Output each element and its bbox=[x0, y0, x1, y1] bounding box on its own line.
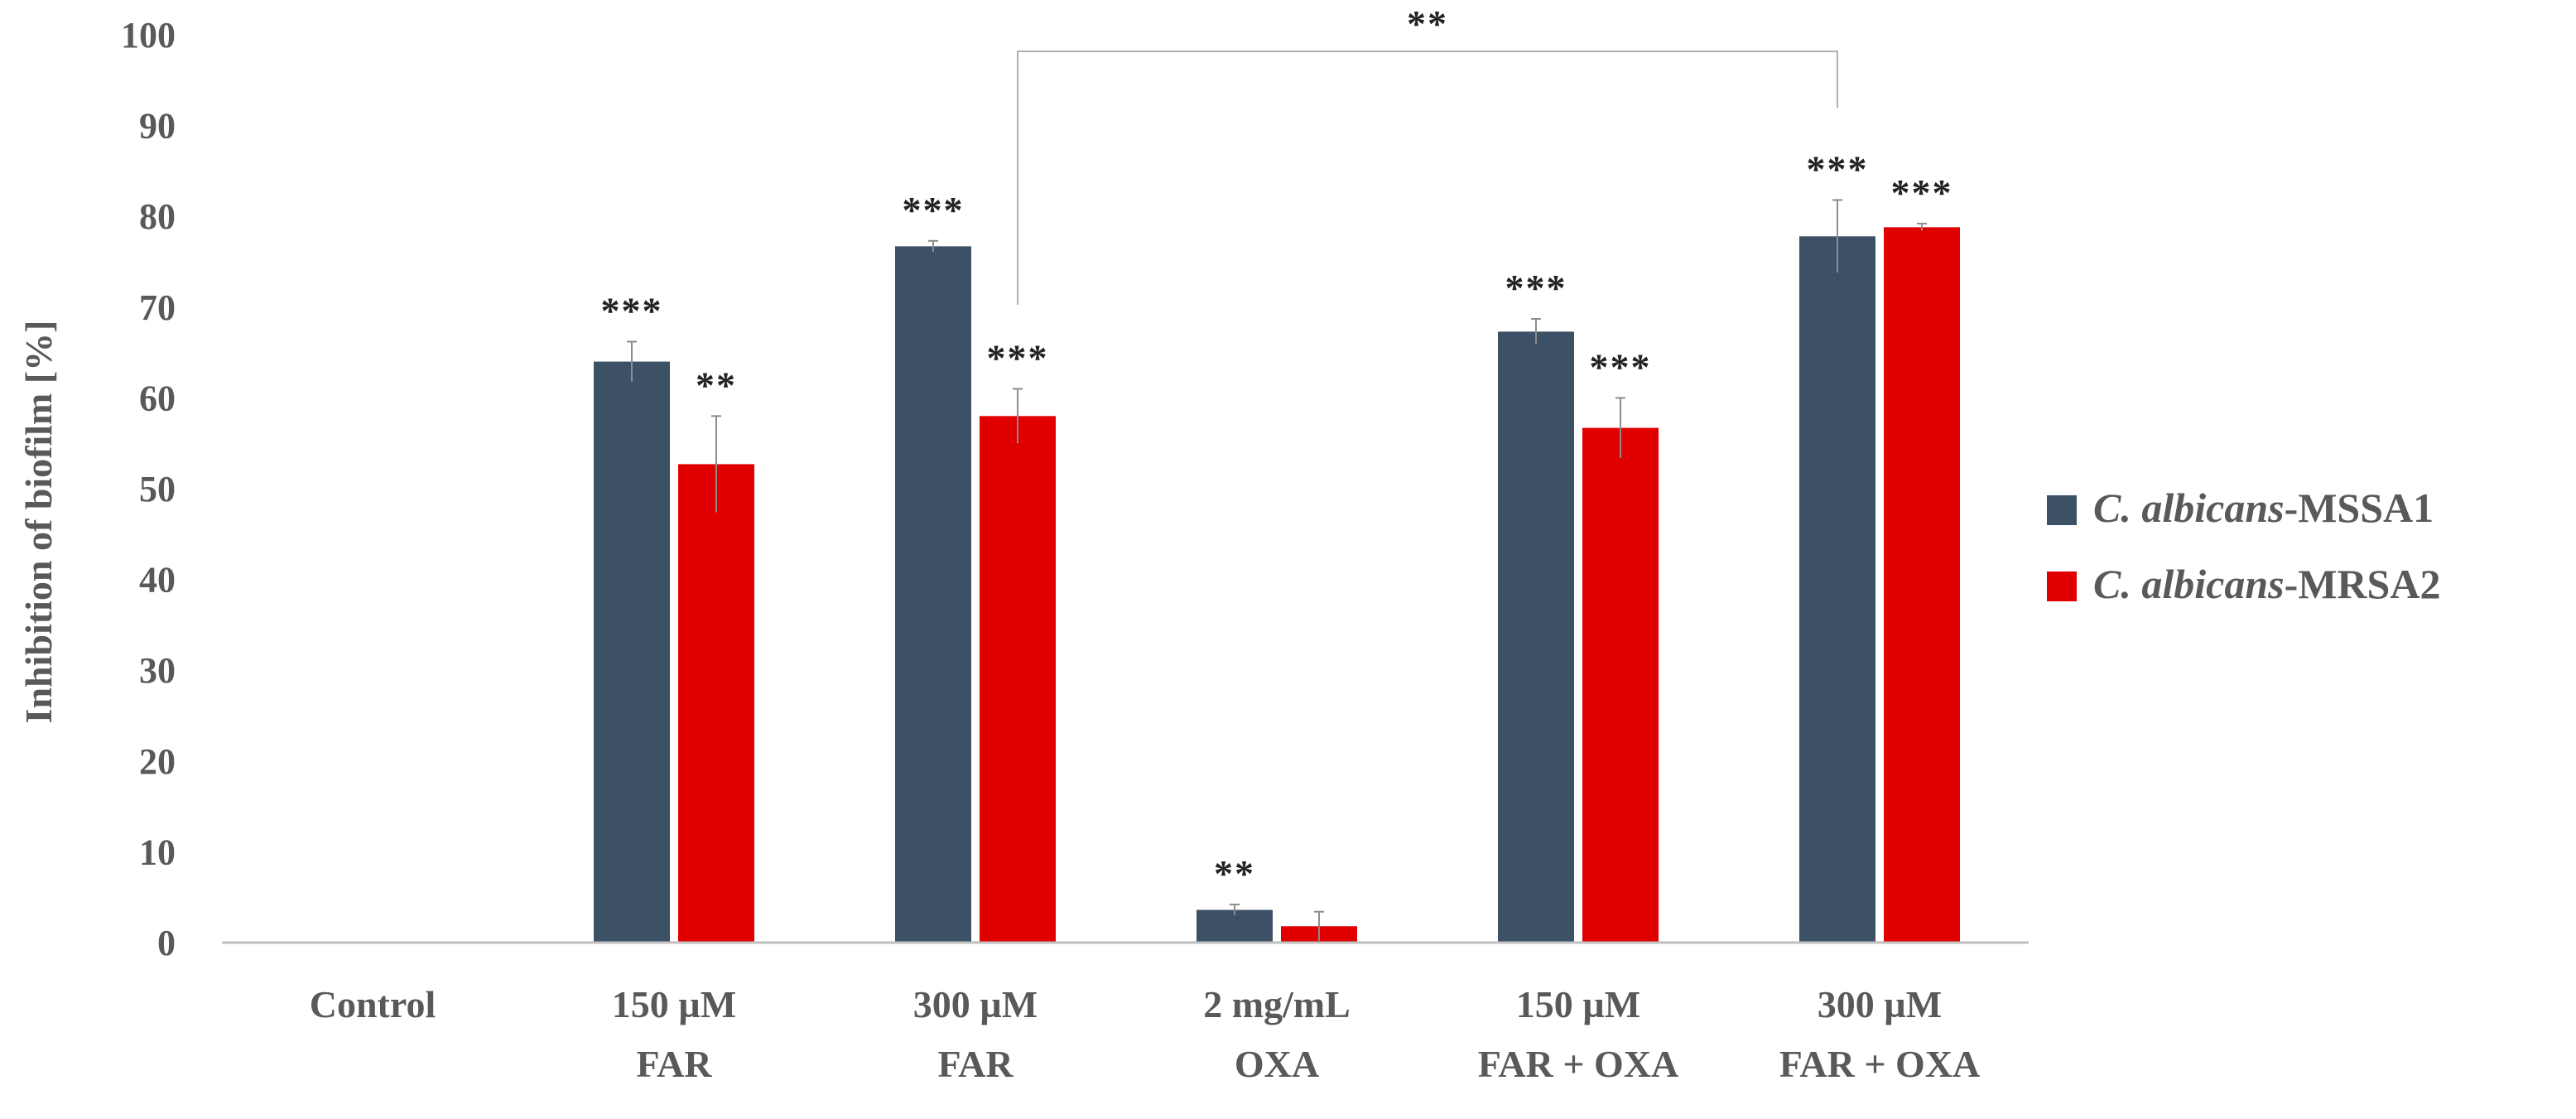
bar-series1-cat2 bbox=[594, 361, 670, 943]
bar-series1-cat5 bbox=[1498, 331, 1574, 943]
y-tick-label: 20 bbox=[139, 741, 176, 782]
x-tick-label: 150 µM bbox=[1516, 983, 1640, 1025]
y-tick-label: 80 bbox=[139, 196, 176, 237]
error-bars-group bbox=[627, 199, 1927, 941]
x-tick-label: 150 µM bbox=[612, 983, 736, 1025]
legend-swatch-1 bbox=[2047, 495, 2077, 525]
legend-entry-1: C. albicans-MSSA1 bbox=[2093, 485, 2434, 531]
bracket-line bbox=[1017, 51, 1838, 305]
bar-series2-cat5 bbox=[1582, 427, 1659, 943]
significance-markers: ******************* ****** bbox=[601, 147, 1953, 895]
significance-label: *** bbox=[903, 189, 965, 231]
significance-label: *** bbox=[987, 336, 1049, 379]
y-tick-label: 10 bbox=[139, 832, 176, 872]
bar-series2-cat2 bbox=[678, 464, 754, 943]
y-axis: 0 10 20 30 40 50 60 70 80 90 100 bbox=[121, 15, 176, 963]
legend-swatch-2 bbox=[2047, 572, 2077, 601]
x-tick-label: FAR + OXA bbox=[1478, 1043, 1679, 1085]
bracket-label: ** bbox=[1407, 2, 1448, 45]
y-tick-label: 60 bbox=[139, 378, 176, 418]
x-tick-label: 300 µM bbox=[1818, 983, 1942, 1025]
x-tick-label: 2 mg/mL bbox=[1203, 983, 1351, 1025]
y-tick-label: 30 bbox=[139, 650, 176, 691]
y-tick-label: 40 bbox=[139, 560, 176, 600]
significance-label: *** bbox=[1891, 171, 1953, 214]
y-tick-label: 100 bbox=[121, 15, 176, 55]
bar-series2-cat3 bbox=[980, 416, 1056, 943]
legend: C. albicans-MSSA1 C. albicans-MRSA2 bbox=[2047, 485, 2440, 607]
legend-entry-2: C. albicans-MRSA2 bbox=[2093, 561, 2440, 607]
significance-label: *** bbox=[1505, 267, 1567, 309]
bar-series1-cat6 bbox=[1799, 236, 1875, 943]
y-axis-label: Inhibition of biofilm [%] bbox=[17, 321, 60, 724]
comparison-bracket: ** bbox=[1017, 2, 1838, 305]
x-tick-label: FAR + OXA bbox=[1779, 1043, 1981, 1085]
y-tick-label: 90 bbox=[139, 106, 176, 147]
x-axis-labels: Control 150 µM FAR 300 µM FAR 2 mg/mL OXA 150 µ… bbox=[310, 983, 1981, 1085]
x-tick-label: 300 µM bbox=[913, 983, 1038, 1025]
y-tick-label: 70 bbox=[139, 287, 176, 328]
significance-label: *** bbox=[601, 289, 663, 331]
significance-label: ** bbox=[1214, 852, 1255, 895]
x-tick-label: FAR bbox=[937, 1043, 1014, 1085]
bar-series1-cat3 bbox=[895, 246, 971, 943]
x-tick-label: Control bbox=[310, 983, 436, 1025]
x-tick-label: FAR bbox=[636, 1043, 712, 1085]
y-tick-label: 0 bbox=[157, 923, 176, 963]
bar-series2-cat6 bbox=[1884, 227, 1960, 943]
bars-group bbox=[594, 227, 1960, 943]
x-tick-label: OXA bbox=[1235, 1043, 1319, 1085]
y-tick-label: 50 bbox=[139, 469, 176, 509]
significance-label: *** bbox=[1590, 345, 1652, 388]
significance-label: *** bbox=[1807, 147, 1869, 190]
significance-label: ** bbox=[696, 364, 737, 406]
